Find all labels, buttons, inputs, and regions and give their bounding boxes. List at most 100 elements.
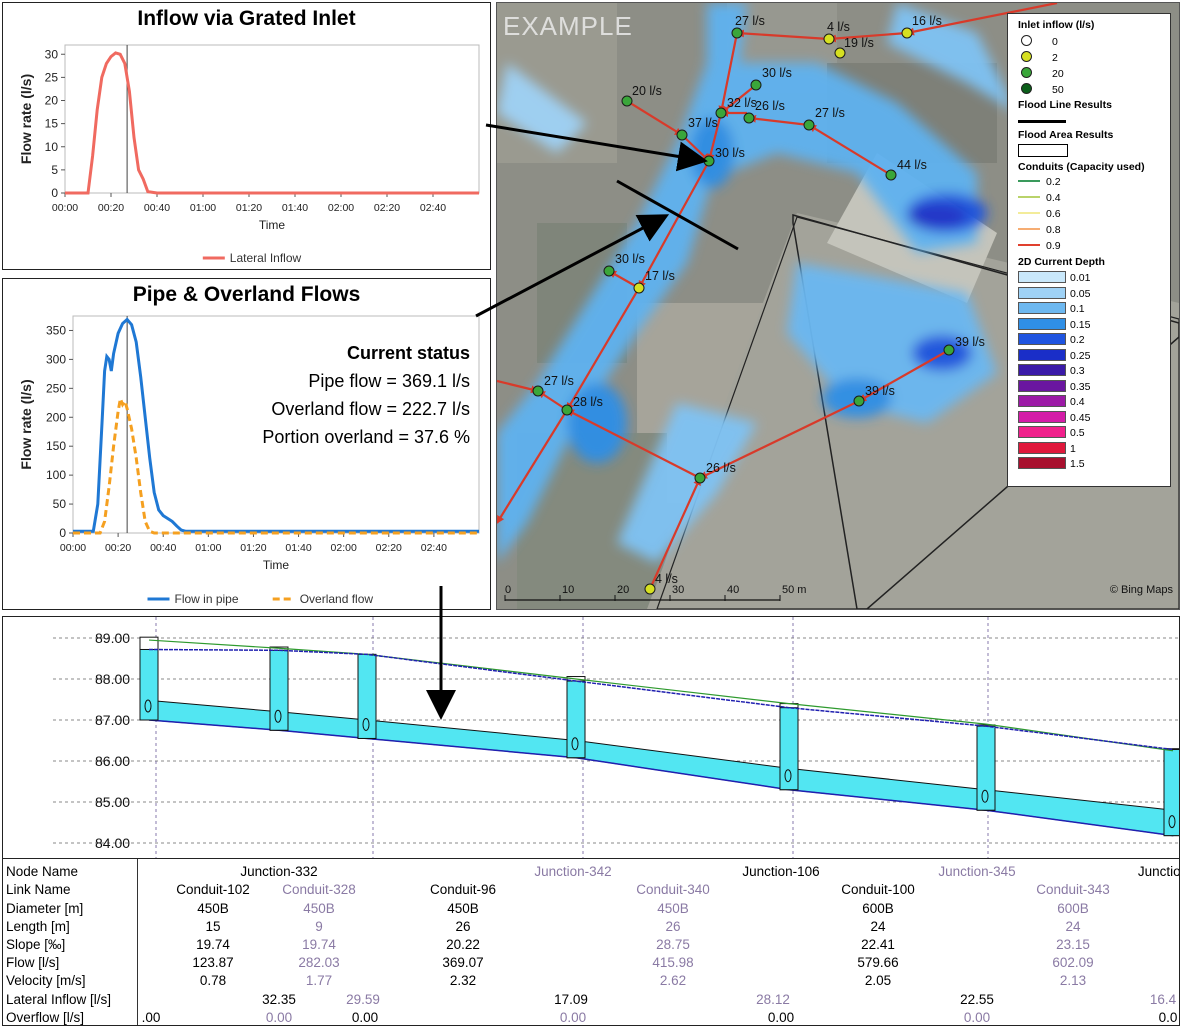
- legend-line-swatch: [1018, 120, 1066, 123]
- legend-depth-swatch: [1018, 302, 1066, 314]
- legend-inlet-item: 0: [1018, 35, 1058, 48]
- conduit-line: [748, 114, 810, 127]
- inlet-node: [644, 583, 656, 595]
- legend-depth-swatch: [1018, 333, 1066, 345]
- node-flow-label: 30 l/s: [615, 252, 645, 266]
- y-axis-title: Flow rate (l/s): [18, 74, 34, 164]
- node-flow-label: 30 l/s: [715, 146, 745, 160]
- inlet-node: [532, 385, 544, 397]
- row-label: Overflow [l/s]: [6, 1010, 85, 1025]
- conduit-line: [858, 349, 950, 402]
- conduit-line: [497, 409, 568, 524]
- scale-label: 10: [562, 584, 574, 596]
- manhole-water: [269, 649, 289, 731]
- legend-conduit-item: 0.6: [1018, 208, 1061, 220]
- legend-depth-item: 0.3: [1018, 364, 1085, 377]
- row-label: Length [m]: [6, 919, 70, 934]
- conduit-line: [808, 124, 892, 176]
- node-name: Junction-106: [742, 864, 820, 879]
- link-name: Conduit-96: [429, 882, 497, 897]
- ground-line: [148, 639, 1174, 752]
- inlet-node: [853, 395, 865, 407]
- x-tick-label: 02:40: [421, 542, 447, 554]
- link-name: Conduit-340: [636, 882, 710, 897]
- node-flow-label: 19 l/s: [844, 36, 874, 50]
- legend-depth-swatch: [1018, 379, 1066, 392]
- x-axis-title: Time: [263, 558, 290, 572]
- inlet-node: [694, 472, 706, 484]
- x-tick-label: 01:00: [195, 542, 221, 554]
- link-flow: 369.07: [442, 955, 484, 970]
- x-tick-label: 02:20: [374, 202, 400, 214]
- y-axis-title: Flow rate (l/s): [18, 379, 34, 469]
- profile-background: [3, 617, 1179, 859]
- legend-depth-item: 0.1: [1018, 302, 1085, 315]
- link-flow: 602.09: [1052, 955, 1094, 970]
- legend-depth-item: 1: [1018, 441, 1076, 455]
- overflow-value: 0.00: [963, 1010, 991, 1025]
- legend-heading: Conduits (Capacity used): [1018, 161, 1145, 173]
- y-tick-label: 0: [59, 526, 66, 540]
- plot-area: [64, 44, 480, 194]
- legend-depth-swatch: [1018, 271, 1066, 283]
- map-watermark: EXAMPLE: [503, 11, 633, 41]
- row-label: Slope [‰]: [6, 937, 66, 952]
- y-tick-label: 250: [46, 381, 66, 395]
- table-divider: [137, 859, 138, 1025]
- x-tick-label: 00:20: [98, 202, 124, 214]
- node-flow-label: 16 l/s: [912, 14, 942, 28]
- profile-panel: 89.00 88.00 87.00 86.00 85.00 84.00: [2, 616, 1180, 860]
- legend-depth-item: 0.2: [1018, 333, 1085, 346]
- link-name: Conduit-343: [1036, 882, 1110, 897]
- overflow-value: .00: [141, 1010, 161, 1025]
- hydraulic-grade-line: [148, 648, 1174, 751]
- profile-y-label: 87.00: [95, 712, 130, 728]
- link-flow: 579.66: [857, 955, 899, 970]
- x-tick-label: 01:40: [285, 542, 311, 554]
- legend-node-swatch: [1021, 51, 1032, 62]
- x-axis-title: Time: [259, 218, 286, 232]
- legend-node-swatch: [1021, 35, 1032, 46]
- inlet-node: [621, 95, 633, 107]
- conduit-line: [718, 32, 739, 114]
- legend-inlet-item: 2: [1018, 51, 1058, 64]
- legend-inlet-item: 50: [1018, 83, 1064, 96]
- legend-depth-item: 0.05: [1018, 286, 1090, 300]
- map-panel[interactable]: 27 l/s 4 l/s 16 l/s 19 l/s 20 l/s 30 l/s 32 l/…: [496, 2, 1180, 610]
- manhole-water: [1163, 749, 1179, 837]
- status-portion-overland: Portion overland = 37.6 %: [262, 427, 470, 447]
- x-tick-label: 02:00: [331, 542, 357, 554]
- legend-depth-item: 0.4: [1018, 395, 1085, 408]
- pipe-chart: 0 50 100 150 200 250 300 350 00:00 00:20 00:40 01:0…: [18, 315, 480, 606]
- y-tick-label: 30: [45, 47, 59, 61]
- x-tick-label: 02:00: [328, 202, 354, 214]
- legend-depth-swatch: [1018, 395, 1066, 407]
- link-diameter: 450B: [657, 901, 689, 916]
- x-tick-label: 02:40: [420, 202, 446, 214]
- conduit-line: [648, 477, 702, 590]
- flood-depth-deep: [567, 383, 627, 463]
- conduit-line: [828, 31, 908, 43]
- link-length: 24: [870, 919, 886, 934]
- legend-node-swatch: [1021, 67, 1032, 78]
- lateral-inflow-value: 22.55: [960, 992, 994, 1007]
- pipe-outlet: [1168, 815, 1176, 829]
- legend-heading: Inlet inflow (l/s): [1018, 19, 1095, 31]
- y-tick-label: 15: [45, 117, 59, 131]
- inlet-node: [885, 169, 897, 181]
- inlet-node: [715, 107, 727, 119]
- y-tick-label: 0: [51, 186, 58, 200]
- legend-depth-swatch: [1018, 457, 1066, 469]
- legend-depth-swatch: [1018, 410, 1066, 423]
- y-tick-label: 150: [46, 439, 66, 453]
- x-tick-label: 00:40: [144, 202, 170, 214]
- map-legend: Inlet inflow (l/s) 0 2 20 50 Flood Line Resul…: [1007, 13, 1171, 487]
- link-name: Conduit-328: [282, 882, 356, 897]
- inlet-node: [561, 404, 573, 416]
- link-velocity: 2.13: [1059, 973, 1087, 988]
- y-tick-label: 350: [46, 323, 66, 337]
- y-tick-label: 300: [46, 352, 66, 366]
- legend-conduit-item: 0.2: [1018, 176, 1061, 188]
- node-flow-label: 39 l/s: [955, 335, 985, 349]
- overflow-value: 0.00: [559, 1010, 587, 1025]
